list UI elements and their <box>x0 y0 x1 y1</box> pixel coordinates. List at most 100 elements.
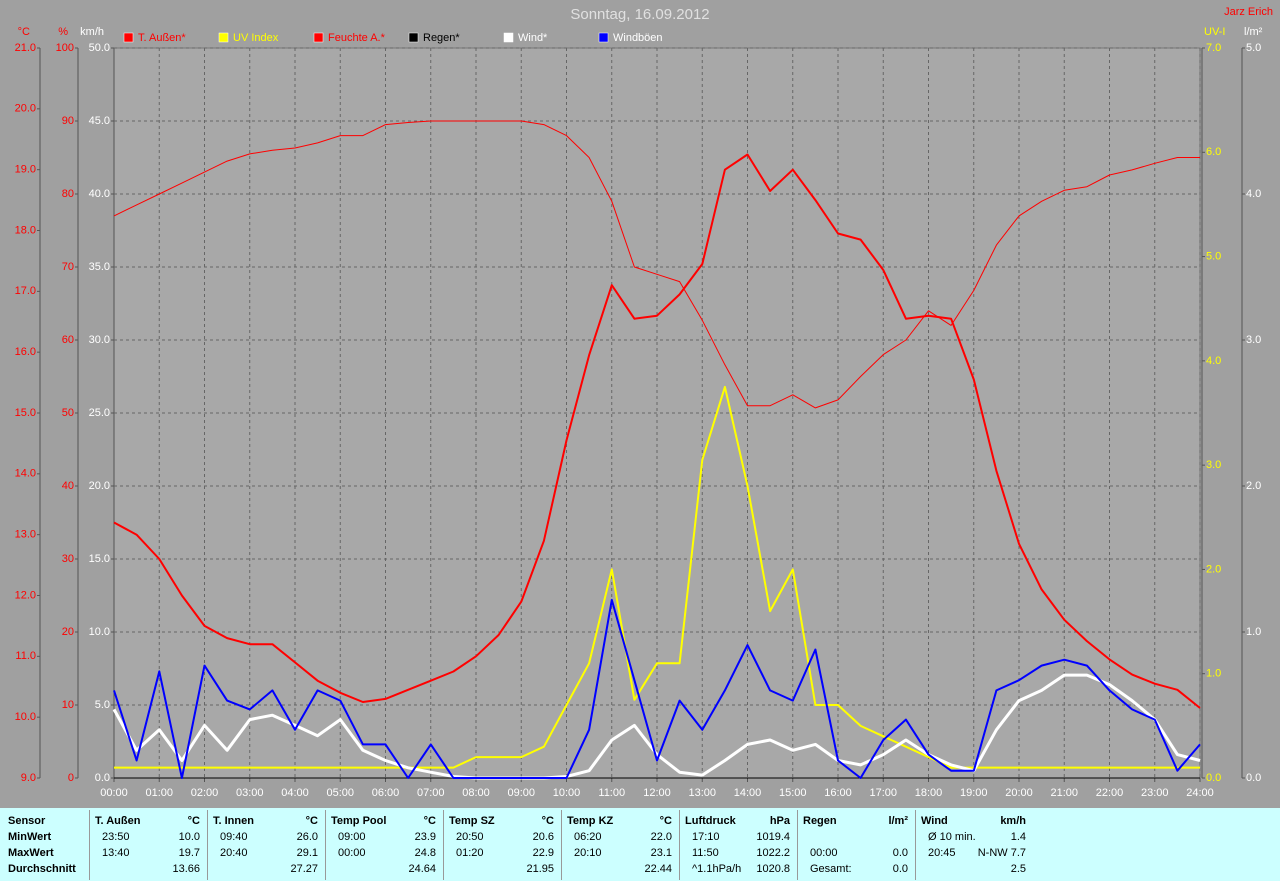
series-line <box>113 598 1201 779</box>
table-cell: 23.9 <box>414 831 436 843</box>
chart-title: Sonntag, 16.09.2012 <box>570 6 709 23</box>
y-tick-label: 90 <box>62 115 74 127</box>
x-tick-label: 16:00 <box>824 787 852 799</box>
x-tick-label: 23:00 <box>1141 787 1169 799</box>
y-tick-label: 80 <box>62 188 74 200</box>
y-tick-label: 18.0 <box>15 224 36 236</box>
column-separator <box>915 810 916 880</box>
legend-swatch <box>313 32 324 43</box>
y-tick-label: 3.0 <box>1206 459 1221 471</box>
x-tick-label: 05:00 <box>326 787 354 799</box>
x-tick-label: 22:00 <box>1096 787 1124 799</box>
y-tick-label: 25.0 <box>89 407 110 419</box>
table-cell: 0.0 <box>892 847 908 859</box>
table-cell: 1019.4 <box>756 831 790 843</box>
y-tick-label: 0.0 <box>95 772 110 784</box>
x-tick-label: 14:00 <box>734 787 762 799</box>
y-tick-label: 30.0 <box>89 334 110 346</box>
y-tick-label: 4.0 <box>1246 188 1261 200</box>
legend-label: Windböen <box>613 32 663 44</box>
series-line <box>113 120 1200 409</box>
series-line <box>112 673 1201 780</box>
table-cell: 20:40 <box>220 847 248 859</box>
table-cell: Temp Pool <box>331 815 387 827</box>
table-cell: 00:00 <box>338 847 366 859</box>
y-tick-label: 21.0 <box>15 42 36 54</box>
table-cell: km/h <box>1000 815 1026 827</box>
y-tick-label: 2.0 <box>1246 480 1261 492</box>
table-cell: 20:50 <box>456 831 484 843</box>
y-tick-label: 6.0 <box>1206 146 1221 158</box>
legend-swatch <box>503 32 514 43</box>
table-cell: Regen <box>803 815 837 827</box>
table-cell: 21.95 <box>526 863 554 875</box>
column-separator <box>207 810 208 880</box>
legend-label: Feuchte A.* <box>328 32 386 44</box>
table-cell: 20:10 <box>574 847 602 859</box>
table-cell: 1022.2 <box>756 847 790 859</box>
table-cell: 0.0 <box>892 863 908 875</box>
x-tick-label: 20:00 <box>1005 787 1033 799</box>
x-tick-label: 03:00 <box>236 787 264 799</box>
axis-label: % <box>58 26 68 38</box>
x-tick-label: 19:00 <box>960 787 988 799</box>
table-cell: °C <box>541 815 554 827</box>
stats-table: Sensor MinWert MaxWert Durchschnitt T. Außen… <box>0 808 1280 881</box>
table-cell: 10.0 <box>178 831 200 843</box>
table-cell: 00:00 <box>810 847 838 859</box>
y-tick-label: 17.0 <box>15 285 36 297</box>
table-cell: Wind <box>921 815 948 827</box>
column-separator <box>797 810 798 880</box>
table-cell: 09:00 <box>338 831 366 843</box>
table-cell: 06:20 <box>574 831 602 843</box>
x-tick-label: 09:00 <box>507 787 535 799</box>
legend-label: Regen* <box>423 32 460 44</box>
column-separator <box>561 810 562 880</box>
table-cell: 20:45 <box>928 847 956 859</box>
table-cell: 27.27 <box>290 863 318 875</box>
y-tick-label: 15.0 <box>89 553 110 565</box>
x-tick-label: 21:00 <box>1050 787 1078 799</box>
y-tick-label: 0.0 <box>1206 772 1221 784</box>
chart: Sonntag, 16.09.2012 Jarz Erich 00:00 01:0… <box>15 6 1273 799</box>
y-tick-label: 0 <box>68 772 74 784</box>
y-tick-label: 4.0 <box>1206 355 1221 367</box>
table-cell: °C <box>305 815 318 827</box>
x-tick-label: 04:00 <box>281 787 309 799</box>
legend-swatch <box>408 32 419 43</box>
table-cell: T. Außen <box>95 815 141 827</box>
table-cell: Luftdruck <box>685 815 736 827</box>
table-cell: 1.4 <box>1010 831 1026 843</box>
legend-swatch <box>123 32 134 43</box>
y-tick-label: 1.0 <box>1246 626 1261 638</box>
axis-label: UV-I <box>1204 26 1225 38</box>
legend-swatch <box>218 32 229 43</box>
table-cell: °C <box>659 815 672 827</box>
y-tick-label: 12.0 <box>15 589 36 601</box>
y-tick-label: 14.0 <box>15 468 36 480</box>
x-tick-label: 12:00 <box>643 787 671 799</box>
y-tick-label: 70 <box>62 261 74 273</box>
axis-label: l/m² <box>1244 26 1263 38</box>
table-cell: MinWert <box>8 831 52 843</box>
y-tick-label: 40 <box>62 480 74 492</box>
x-tick-label: 11:00 <box>598 787 625 799</box>
y-tick-label: 60 <box>62 334 74 346</box>
x-tick-label: 15:00 <box>779 787 807 799</box>
table-cell: 13.66 <box>172 863 200 875</box>
y-tick-label: 7.0 <box>1206 42 1221 54</box>
table-cell: Ø 10 min. <box>928 831 976 843</box>
table-cell: 17:10 <box>692 831 720 843</box>
table-cell: ^1.1hPa/h <box>692 863 742 875</box>
x-tick-label: 18:00 <box>915 787 943 799</box>
table-cell: N-NW 7.7 <box>977 847 1026 859</box>
table-cell: 1020.8 <box>756 863 790 875</box>
y-tick-label: 9.0 <box>21 772 36 784</box>
y-tick-label: 10.0 <box>89 626 110 638</box>
x-tick-label: 10:00 <box>553 787 581 799</box>
x-tick-label: 02:00 <box>191 787 219 799</box>
table-cell: l/m² <box>888 815 908 827</box>
y-tick-label: 10 <box>62 699 74 711</box>
table-cell: 20.6 <box>532 831 554 843</box>
